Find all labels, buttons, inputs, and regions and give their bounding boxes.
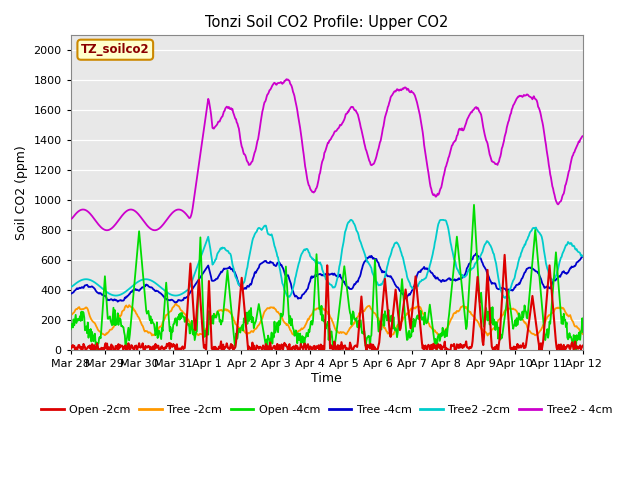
Text: TZ_soilco2: TZ_soilco2 (81, 43, 150, 56)
Title: Tonzi Soil CO2 Profile: Upper CO2: Tonzi Soil CO2 Profile: Upper CO2 (205, 15, 449, 30)
X-axis label: Time: Time (312, 372, 342, 385)
Legend: Open -2cm, Tree -2cm, Open -4cm, Tree -4cm, Tree2 -2cm, Tree2 - 4cm: Open -2cm, Tree -2cm, Open -4cm, Tree -4… (37, 400, 617, 419)
Y-axis label: Soil CO2 (ppm): Soil CO2 (ppm) (15, 145, 28, 240)
